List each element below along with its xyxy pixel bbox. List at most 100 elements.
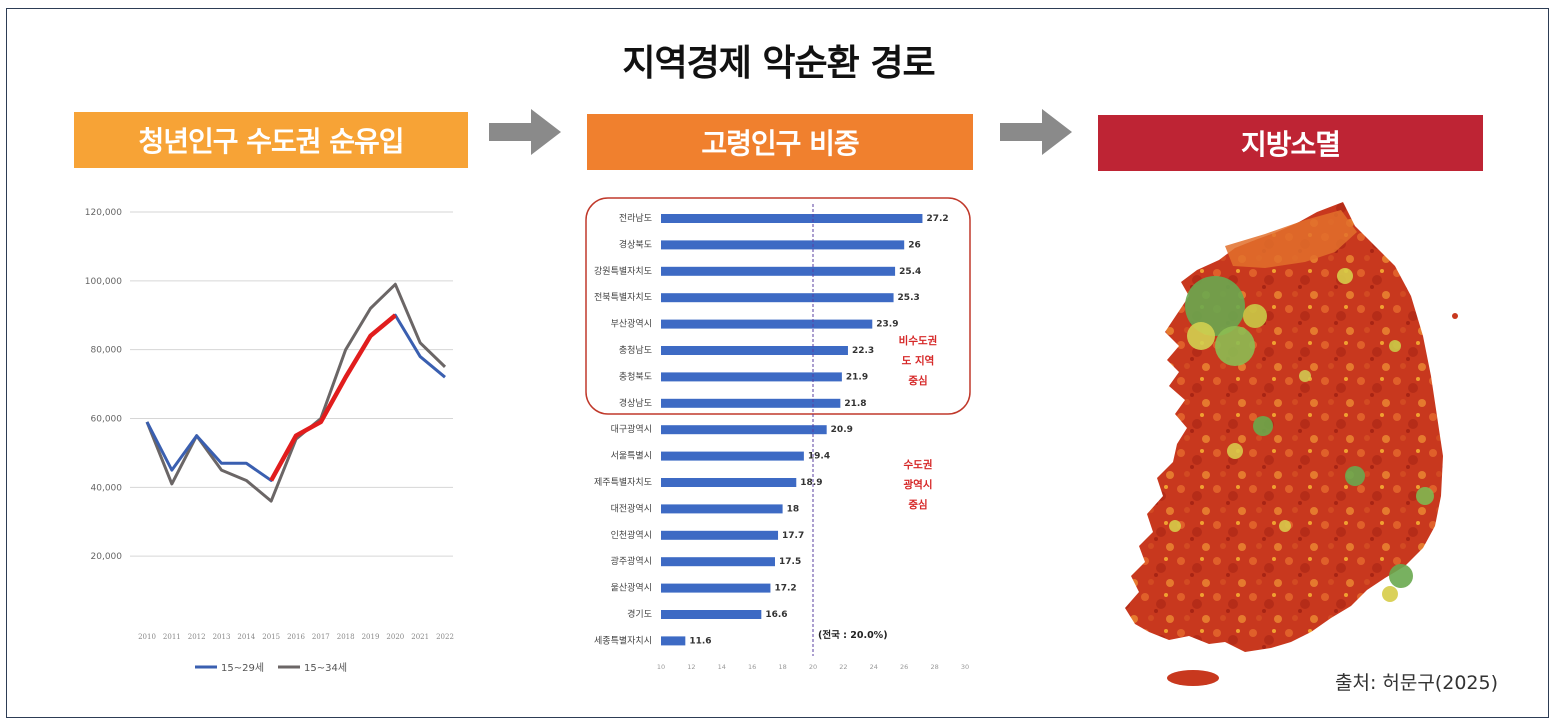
map-region-patch [1345, 466, 1365, 486]
group-annotation: 중심 [908, 498, 927, 511]
x-tick-label: 18 [778, 663, 786, 671]
map-region-patch [1389, 340, 1401, 352]
series-line [145, 282, 447, 503]
map-region-patch [1416, 487, 1434, 505]
category-label: 전북특별자치도 [594, 291, 652, 303]
stage-youth-inflow-label: 청년인구 수도권 순유입 [74, 112, 468, 168]
map-region-patch [1382, 586, 1398, 602]
value-label: 22.3 [852, 346, 874, 356]
map-region-patch [1243, 304, 1267, 328]
x-tick-label: 2022 [436, 633, 454, 641]
category-label: 인천광역시 [611, 529, 652, 541]
map-region-patch [1187, 322, 1215, 350]
bar [661, 346, 848, 355]
bar [661, 583, 771, 593]
x-tick-label: 2014 [237, 633, 255, 641]
map-region-patch [1299, 370, 1311, 382]
figure-frame [6, 8, 1549, 718]
non-capital-group-outline [585, 197, 971, 415]
map-region-patch [1337, 268, 1353, 284]
bar [661, 478, 797, 487]
category-label: 대구광역시 [611, 423, 652, 435]
x-tick-label: 10 [657, 663, 665, 671]
legend-label: 15~34세 [304, 662, 347, 674]
x-tick-label: 2010 [138, 633, 156, 641]
group-annotation: 수도권 [904, 459, 933, 471]
group-annotation: 비수도권 [899, 334, 938, 347]
ulleung-island-shape [1452, 313, 1458, 319]
bar [661, 398, 841, 408]
x-tick-label: 12 [687, 663, 695, 671]
x-tick-label: 2021 [411, 633, 429, 641]
y-tick-label: 100,000 [85, 277, 122, 287]
category-label: 경상북도 [619, 238, 652, 250]
youth-inflow-line-chart: 20,000 40,000 60,000 80,000 100,000 120,000 20… [85, 208, 454, 674]
value-label: 21.9 [846, 372, 868, 382]
elderly-share-bar-chart: 전라남도 27.2 경상북도 26 강원특별자치도 25.4 전북특별자치도 25.3 부산광역… [585, 197, 971, 671]
y-tick-label: 60,000 [91, 415, 123, 425]
value-label: 25.3 [898, 293, 920, 303]
bar [661, 636, 686, 646]
category-label: 세종특별자치시 [594, 634, 652, 646]
x-tick-label: 2017 [312, 633, 330, 641]
value-label: 11.6 [689, 636, 711, 646]
category-label: 경상남도 [619, 397, 652, 409]
x-tick-label: 2019 [362, 633, 380, 641]
category-label: 부산광역시 [611, 318, 652, 330]
y-tick-label: 40,000 [91, 483, 123, 493]
bar [661, 557, 775, 567]
value-label: 17.7 [782, 531, 804, 541]
group-annotation: 중심 [908, 374, 927, 387]
x-tick-label: 28 [930, 663, 938, 671]
x-tick-label: 26 [900, 663, 908, 671]
value-label: 19.4 [808, 452, 830, 462]
bar [661, 425, 827, 435]
bar [661, 504, 783, 514]
category-label: 대전광역시 [611, 502, 652, 514]
map-region-patch [1279, 520, 1291, 532]
x-tick-label: 2015 [262, 633, 280, 641]
map-region-patch [1169, 520, 1181, 532]
stage-elderly-share-label: 고령인구 비중 [587, 114, 973, 170]
korea-regional-extinction-map [1125, 202, 1458, 686]
map-region-patch [1215, 326, 1255, 366]
map-region-patch [1389, 564, 1413, 588]
right-arrow-icon [489, 106, 563, 162]
group-annotation: 도 지역 [902, 354, 935, 367]
category-label: 충청남도 [619, 345, 652, 356]
x-tick-label: 2018 [337, 633, 355, 641]
group-annotation: 광역시 [904, 478, 933, 491]
x-tick-label: 2020 [386, 633, 404, 641]
value-label: 25.4 [899, 267, 921, 277]
y-tick-label: 120,000 [85, 208, 122, 218]
value-label: 16.6 [765, 610, 787, 620]
stage-regional-extinction-label: 지방소멸 [1098, 115, 1483, 171]
x-tick-label: 2011 [163, 633, 181, 641]
map-region-patch [1227, 443, 1243, 459]
x-tick-label: 2016 [287, 633, 305, 641]
series-line [145, 313, 446, 482]
category-label: 강원특별자치도 [594, 265, 652, 277]
bar [661, 214, 923, 223]
jeju-island-shape [1167, 670, 1219, 686]
category-label: 울산광역시 [611, 582, 652, 594]
y-tick-label: 80,000 [91, 346, 123, 356]
category-label: 경기도 [627, 608, 652, 620]
bar [661, 610, 762, 619]
bar [661, 266, 896, 276]
value-label: 21.8 [844, 399, 866, 409]
category-label: 광주광역시 [611, 555, 652, 567]
bar [661, 240, 905, 250]
map-region-patch [1253, 416, 1273, 436]
right-arrow-icon [1000, 106, 1074, 162]
map-region-patch [1185, 276, 1245, 336]
value-label: 23.9 [876, 320, 898, 330]
reference-label: (전국 : 20.0%) [818, 629, 888, 641]
value-label: 18 [787, 504, 800, 514]
value-label: 20.9 [831, 425, 853, 435]
value-label: 26 [908, 240, 921, 250]
category-label: 충청북도 [619, 371, 652, 382]
x-tick-label: 14 [718, 663, 726, 671]
value-label: 17.5 [779, 557, 801, 567]
